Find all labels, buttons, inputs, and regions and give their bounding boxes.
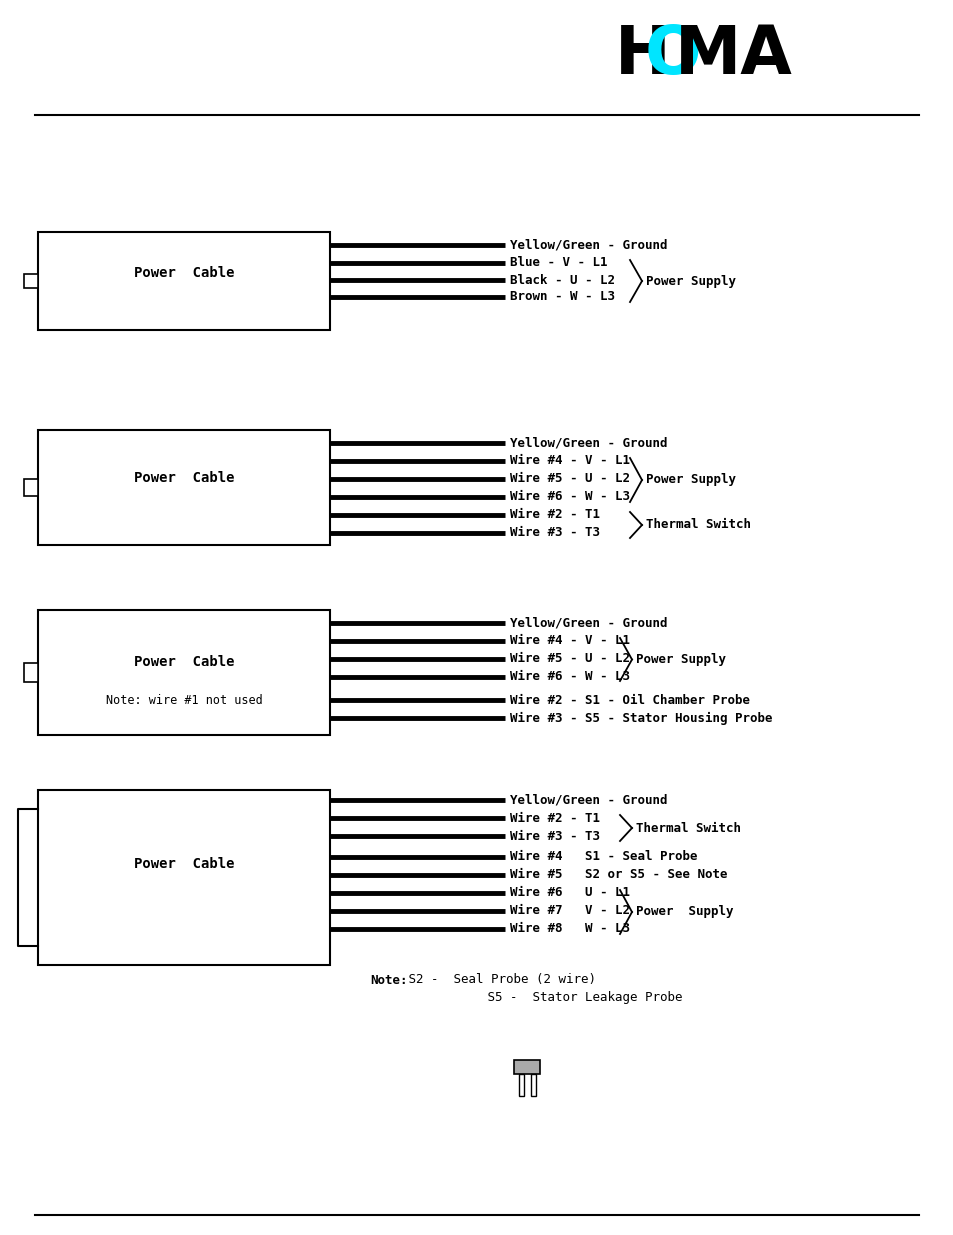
Text: H: H [615, 22, 670, 88]
Text: Power  Cable: Power Cable [133, 656, 234, 669]
Text: Thermal Switch: Thermal Switch [645, 519, 750, 531]
Bar [38, 610, 330, 735]
Text: O: O [644, 22, 700, 88]
Text: Brown - W - L3: Brown - W - L3 [510, 290, 615, 304]
Text: Wire #6   U - L1: Wire #6 U - L1 [510, 887, 629, 899]
Text: Power  Cable: Power Cable [133, 472, 234, 485]
Text: S2 -  Seal Probe (2 wire): S2 - Seal Probe (2 wire) [400, 973, 596, 987]
Text: Wire #4 - V - L1: Wire #4 - V - L1 [510, 454, 629, 468]
Text: Wire #2 - T1: Wire #2 - T1 [510, 509, 599, 521]
Text: Power  Cable: Power Cable [133, 857, 234, 871]
Text: Note:: Note: [370, 973, 407, 987]
Text: Power Supply: Power Supply [645, 274, 735, 288]
Text: Power Supply: Power Supply [636, 653, 725, 666]
Text: Yellow/Green - Ground: Yellow/Green - Ground [510, 436, 667, 450]
Text: Wire #7   V - L2: Wire #7 V - L2 [510, 904, 629, 918]
Text: Black - U - L2: Black - U - L2 [510, 273, 615, 287]
Bar [38, 232, 330, 330]
Text: Wire #5   S2 or S5 - See Note: Wire #5 S2 or S5 - See Note [510, 868, 727, 882]
Bar [38, 790, 330, 965]
Bar [24, 274, 38, 288]
Text: Blue - V - L1: Blue - V - L1 [510, 257, 607, 269]
Text: Thermal Switch: Thermal Switch [636, 821, 740, 835]
Bar [514, 1060, 539, 1074]
Bar [531, 1074, 536, 1095]
Text: Yellow/Green - Ground: Yellow/Green - Ground [510, 794, 667, 806]
Bar [38, 430, 330, 545]
Text: Power  Supply: Power Supply [636, 905, 733, 919]
Text: Note: wire #1 not used: Note: wire #1 not used [106, 694, 262, 706]
Text: Wire #4 - V - L1: Wire #4 - V - L1 [510, 635, 629, 647]
Bar [518, 1074, 523, 1095]
Text: Wire #5 - U - L2: Wire #5 - U - L2 [510, 652, 629, 666]
Text: Wire #6 - W - L3: Wire #6 - W - L3 [510, 490, 629, 504]
Text: Power Supply: Power Supply [645, 473, 735, 487]
Text: Yellow/Green - Ground: Yellow/Green - Ground [510, 616, 667, 630]
Text: Wire #6 - W - L3: Wire #6 - W - L3 [510, 671, 629, 683]
Text: MA: MA [675, 22, 792, 88]
Bar [24, 663, 38, 682]
Text: Power  Cable: Power Cable [133, 267, 234, 280]
Text: Yellow/Green - Ground: Yellow/Green - Ground [510, 238, 667, 252]
Text: Wire #3 - T3: Wire #3 - T3 [510, 830, 599, 842]
Text: Wire #3 - T3: Wire #3 - T3 [510, 526, 599, 540]
Text: Wire #3 - S5 - Stator Housing Probe: Wire #3 - S5 - Stator Housing Probe [510, 711, 772, 725]
Bar [24, 479, 38, 496]
Text: Wire #2 - S1 - Oil Chamber Probe: Wire #2 - S1 - Oil Chamber Probe [510, 694, 749, 706]
Text: S5 -  Stator Leakage Probe: S5 - Stator Leakage Probe [419, 992, 681, 1004]
Text: Wire #5 - U - L2: Wire #5 - U - L2 [510, 473, 629, 485]
Text: Wire #8   W - L3: Wire #8 W - L3 [510, 923, 629, 935]
Text: Wire #4   S1 - Seal Probe: Wire #4 S1 - Seal Probe [510, 851, 697, 863]
Text: Wire #2 - T1: Wire #2 - T1 [510, 811, 599, 825]
